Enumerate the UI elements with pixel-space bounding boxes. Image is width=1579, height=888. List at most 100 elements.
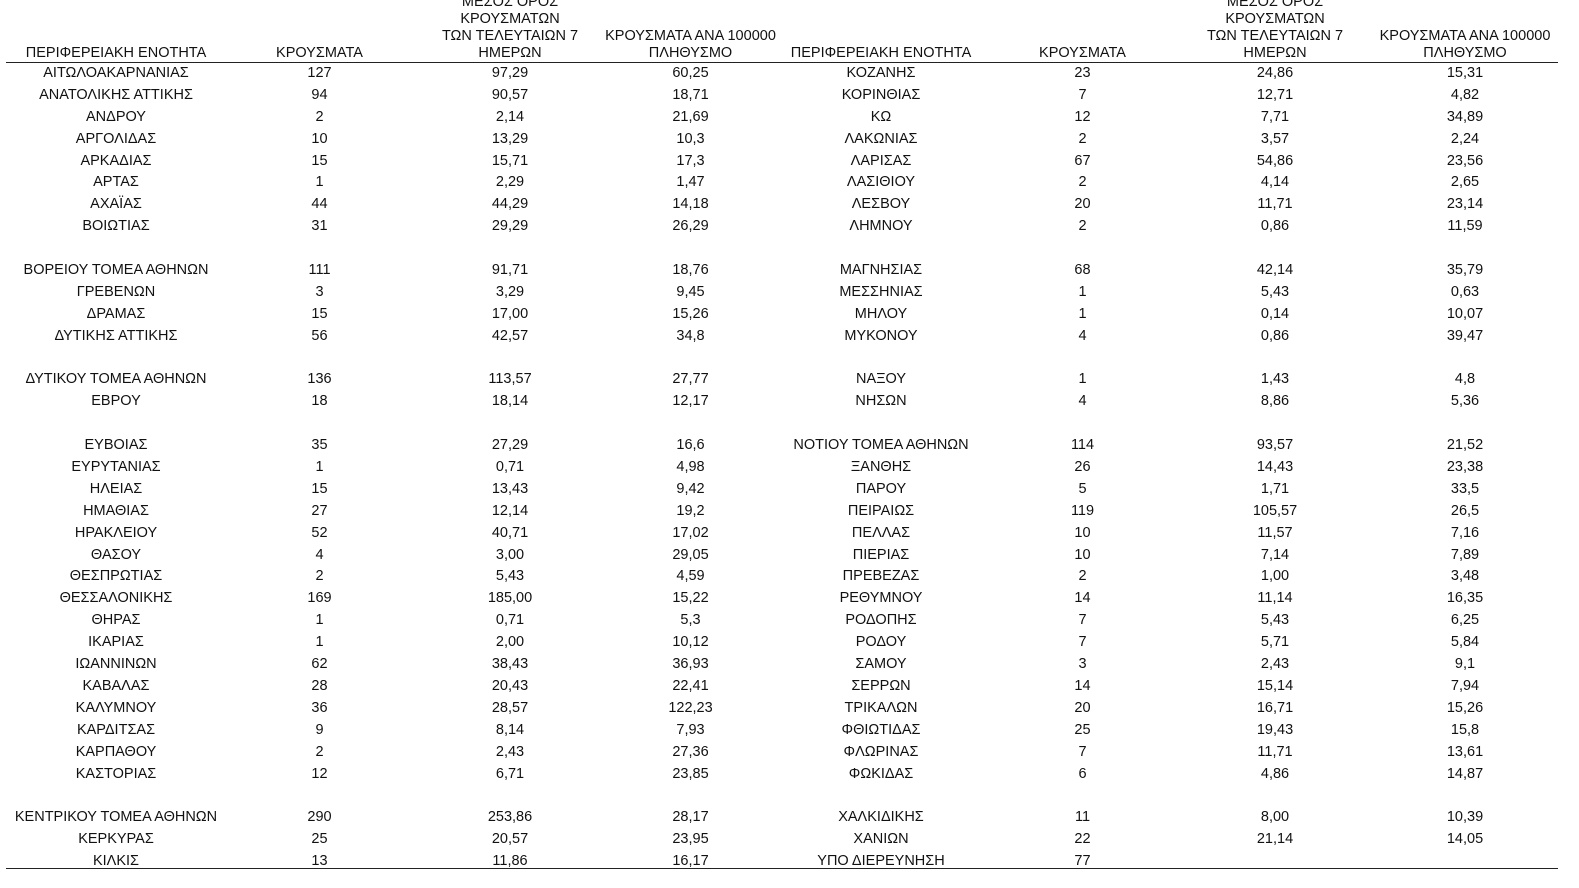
cases-count: 67 [1074, 152, 1091, 169]
cases-count: 2 [315, 743, 324, 760]
region-name: ΛΗΜΝΟΥ [849, 218, 913, 235]
region-name: ΗΡΑΚΛΕΙΟΥ [74, 524, 158, 541]
cases-count: 136 [307, 371, 332, 388]
per-100k: 18,71 [672, 86, 709, 103]
avg-7day: 0,71 [495, 612, 525, 629]
cases-count: 2 [315, 568, 324, 585]
per-100k: 19,2 [676, 502, 705, 519]
avg-7day: 24,86 [1256, 65, 1294, 81]
avg-7day: 21,14 [1256, 831, 1294, 848]
table-row: ΘΕΣΣΑΛΟΝΙΚΗΣ 169 185,00 15,22 ΡΕΘΥΜΝΟΥ 14 11,1… [0, 588, 1579, 610]
region-name: ΛΑΡΙΣΑΣ [850, 152, 912, 169]
per-100k: 2,65 [1450, 174, 1480, 191]
per-100k: 11,59 [1447, 218, 1483, 235]
per-100k: 7,89 [1450, 546, 1480, 563]
per-100k: 9,45 [676, 283, 705, 300]
per-100k: 1,47 [676, 174, 705, 191]
avg-7day: 6,71 [495, 765, 525, 782]
per-100k: 21,52 [1446, 437, 1484, 454]
avg-7day: 15,14 [1256, 677, 1294, 694]
table-row: ΕΒΡΟΥ 18 18,14 12,17 ΝΗΣΩΝ 4 8,86 5,36 [0, 391, 1579, 413]
avg-7day: 7,14 [1260, 546, 1290, 563]
cases-count: 62 [311, 656, 328, 673]
cases-count: 4 [1078, 327, 1087, 344]
avg-7day: 105,57 [1252, 502, 1298, 519]
cases-count: 2 [315, 108, 324, 125]
avg-7day: 93,57 [1256, 437, 1294, 454]
per-100k: 26,29 [672, 218, 709, 235]
region-name: ΜΕΣΣΗΝΙΑΣ [839, 283, 923, 300]
per-100k: 23,85 [672, 765, 709, 782]
per-100k: 10,12 [672, 634, 709, 651]
per-100k: 29,05 [672, 546, 709, 563]
table-row: ΔΡΑΜΑΣ 15 17,00 15,26 ΜΗΛΟΥ 1 0,14 10,07 [0, 304, 1579, 326]
cases-count: 10 [1074, 524, 1091, 541]
cases-count: 2 [1078, 174, 1087, 191]
avg-7day: 14,43 [1256, 459, 1294, 476]
table-row: ΗΛΕΙΑΣ 15 13,43 9,42 ΠΑΡΟΥ 5 1,71 33,5 [0, 479, 1579, 501]
region-name: ΕΒΡΟΥ [91, 393, 141, 410]
per-100k: 10,3 [676, 130, 705, 147]
avg-7day: 19,43 [1256, 721, 1294, 738]
table-row: ΚΑΒΑΛΑΣ 28 20,43 22,41 ΣΕΡΡΩΝ 14 15,14 7,94 [0, 676, 1579, 698]
region-name: ΑΡΓΟΛΙΔΑΣ [75, 130, 157, 147]
cases-table: ΑΙΤΩΛΟΑΚΑΡΝΑΝΙΑΣ 127 97,29 60,25 ΚΟΖΑΝΗΣ 23 24… [0, 63, 1579, 873]
cases-count: 44 [311, 196, 328, 213]
table-row: ΑΡΚΑΔΙΑΣ 15 15,71 17,3 ΛΑΡΙΣΑΣ 67 54,86 23,56 [0, 151, 1579, 173]
region-name: ΘΕΣΣΑΛΟΝΙΚΗΣ [59, 590, 173, 607]
cases-count: 15 [311, 152, 328, 169]
avg-7day: 20,43 [491, 677, 529, 694]
region-name: ΚΑΡΠΑΘΟΥ [75, 743, 157, 760]
header-line: ΜΕΣΟΣ ΟΡΟΣ ΚΡΟΥΣΜΑΤΩΝ [460, 0, 560, 27]
region-name: ΕΥΡΥΤΑΝΙΑΣ [71, 459, 161, 476]
region-name: ΛΕΣΒΟΥ [851, 196, 911, 213]
table-row: ΔΥΤΙΚΗΣ ΑΤΤΙΚΗΣ 56 42,57 34,8 ΜΥΚΟΝΟΥ 4 0,86 39… [0, 326, 1579, 348]
region-name: ΗΛΕΙΑΣ [89, 480, 143, 497]
region-name: ΜΥΚΟΝΟΥ [844, 327, 918, 344]
region-name: ΚΑΡΔΙΤΣΑΣ [76, 721, 156, 738]
per-100k: 26,5 [1450, 502, 1480, 519]
cases-count: 77 [1074, 853, 1091, 870]
cases-count: 27 [311, 502, 328, 519]
per-100k: 18,76 [672, 262, 709, 279]
avg-7day: 1,00 [1260, 568, 1290, 585]
region-name: ΝΗΣΩΝ [855, 393, 907, 410]
region-name: ΧΑΝΙΩΝ [853, 831, 909, 848]
region-name: ΔΥΤΙΚΗΣ ΑΤΤΙΚΗΣ [54, 327, 178, 344]
avg-7day: 20,57 [491, 831, 529, 848]
avg-7day: 5,71 [1260, 634, 1290, 651]
per-100k: 36,93 [672, 656, 709, 673]
avg-7day: 8,00 [1260, 809, 1290, 826]
avg-7day: 185,00 [487, 590, 533, 607]
per-100k: 33,5 [1450, 480, 1480, 497]
avg-7day: 0,71 [495, 459, 525, 476]
per-100k: 15,31 [1446, 65, 1484, 81]
region-name: ΙΚΑΡΙΑΣ [88, 634, 144, 651]
avg-7day: 54,86 [1256, 152, 1294, 169]
cases-count: 18 [311, 393, 328, 410]
avg-7day: 11,86 [492, 853, 528, 870]
region-name: ΗΜΑΘΙΑΣ [83, 502, 149, 519]
region-name: ΠΕΙΡΑΙΩΣ [847, 502, 915, 519]
per-100k: 2,24 [1450, 130, 1480, 147]
cases-count: 114 [1070, 437, 1095, 454]
table-header: ΠΕΡΙΦΕΡΕΙΑΚΗ ΕΝΟΤΗΤΑ ΚΡΟΥΣΜΑΤΑ ΜΕΣΟΣ ΟΡΟΣ … [0, 0, 1579, 62]
table-row: ΚΑΡΔΙΤΣΑΣ 9 8,14 7,93 ΦΘΙΩΤΙΔΑΣ 25 19,43 15,8 [0, 720, 1579, 742]
avg-7day: 7,71 [1260, 108, 1290, 125]
region-name: ΘΗΡΑΣ [91, 612, 141, 629]
per-100k: 22,41 [672, 677, 709, 694]
region-name: ΦΘΙΩΤΙΔΑΣ [841, 721, 921, 738]
per-100k: 27,36 [672, 743, 709, 760]
cases-count: 119 [1070, 502, 1095, 519]
avg-7day: 5,43 [495, 568, 525, 585]
per-100k: 7,94 [1450, 677, 1480, 694]
region-header: ΠΕΡΙΦΕΡΕΙΑΚΗ ΕΝΟΤΗΤΑ [782, 4, 980, 62]
cases-count: 35 [311, 437, 328, 454]
header-line: ΠΛΗΘΥΣΜΟ [1423, 45, 1507, 61]
per-100k-header: ΚΡΟΥΣΜΑΤΑ ΑΝΑ 100000 ΠΛΗΘΥΣΜΟ [598, 4, 783, 62]
region-name: ΣΕΡΡΩΝ [851, 677, 911, 694]
per-100k [1375, 851, 1555, 873]
table-row: ΑΙΤΩΛΟΑΚΑΡΝΑΝΙΑΣ 127 97,29 60,25 ΚΟΖΑΝΗΣ 23 24… [0, 63, 1579, 85]
spacer-row [0, 413, 1579, 435]
per-100k: 6,25 [1450, 612, 1480, 629]
